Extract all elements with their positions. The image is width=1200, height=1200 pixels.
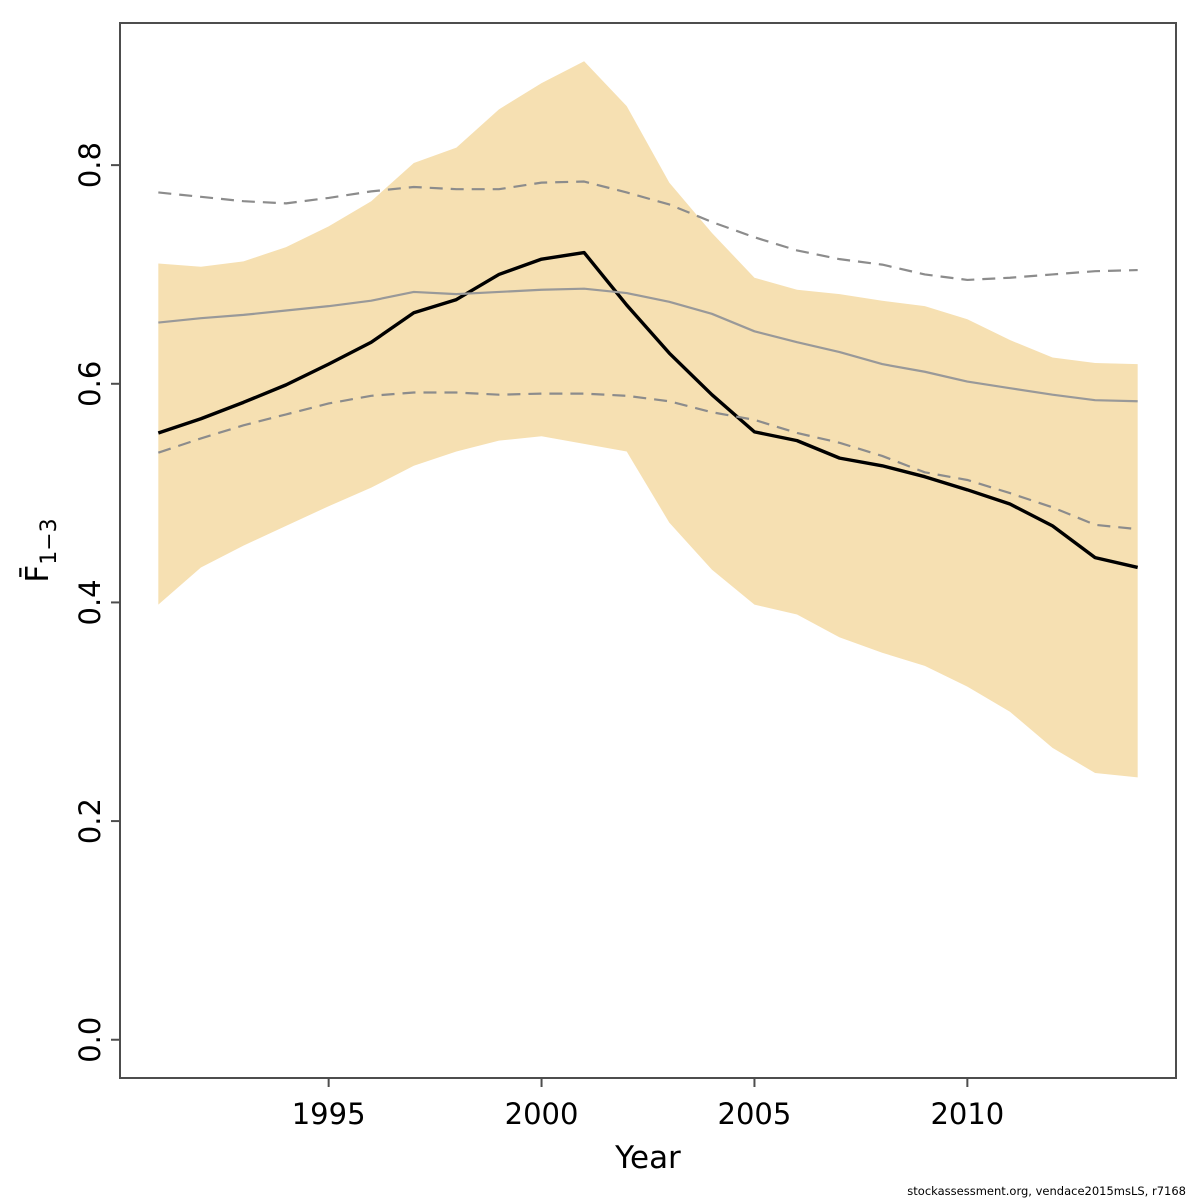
x-axis-title: Year xyxy=(614,1140,681,1176)
y-axis-title: F̄1−3 xyxy=(19,518,62,582)
confidence-band xyxy=(158,61,1138,778)
reference-run-fbar-gray xyxy=(158,287,1138,403)
y-tick-label: 0.2 xyxy=(73,798,107,844)
y-tick-label: 0.0 xyxy=(73,1017,107,1063)
x-tick-label: 2005 xyxy=(718,1097,792,1131)
y-tick-label: 0.8 xyxy=(73,142,107,188)
x-tick-label: 2000 xyxy=(505,1097,579,1131)
y-tick-label: 0.4 xyxy=(73,579,107,625)
fbar-estimate-black xyxy=(157,250,1139,570)
footer-credit: stockassessment.org, vendace2015msLS, r7… xyxy=(907,1184,1186,1198)
reference-run-ci-lower-dashed xyxy=(157,391,1138,531)
x-tick-label: 2010 xyxy=(930,1097,1004,1131)
reference-run-ci-upper-dashed xyxy=(158,180,1138,282)
y-tick-label: 0.6 xyxy=(73,361,107,407)
x-tick-label: 1995 xyxy=(292,1097,366,1131)
plot-frame xyxy=(119,22,1177,1079)
